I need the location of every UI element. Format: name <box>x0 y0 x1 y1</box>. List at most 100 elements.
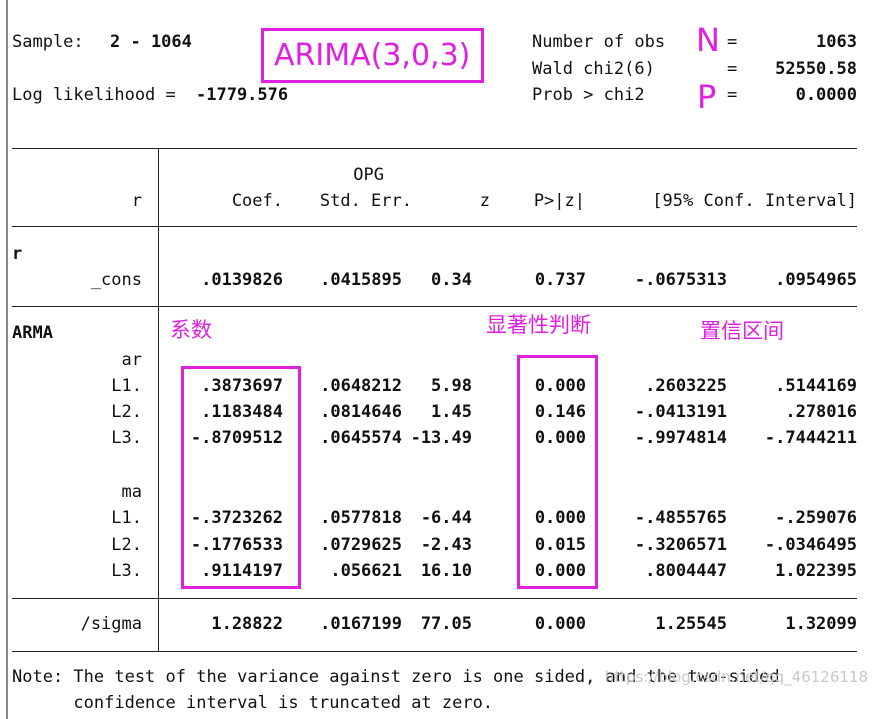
stat-value: 1063 <box>816 32 857 52</box>
cell: 0.000 <box>534 614 586 634</box>
section-title: r <box>12 244 23 264</box>
p-annotation: P <box>697 78 717 116</box>
cell: .0577818 <box>320 508 402 528</box>
stat-value: 0.0000 <box>795 85 857 105</box>
group-title: ar <box>121 350 142 370</box>
cell: .056621 <box>330 561 402 581</box>
watermark: https://blog.csdn.net/qq_46126118 <box>604 668 868 686</box>
coef-annotation: 系数 <box>170 317 212 342</box>
cell: -6.44 <box>420 508 472 528</box>
cell: 0.000 <box>534 376 586 396</box>
stat-eq: = <box>727 59 738 79</box>
cell: 1.28822 <box>211 614 283 634</box>
cell: .8004447 <box>645 561 727 581</box>
cell: 5.98 <box>431 376 472 396</box>
cell: 0.34 <box>431 270 472 290</box>
stat-value: 52550.58 <box>775 59 857 79</box>
row-label: _cons <box>90 270 142 290</box>
cell: 1.45 <box>431 402 472 422</box>
cell: .0814646 <box>320 402 402 422</box>
sample-label: Sample: <box>12 32 84 52</box>
row-label: /sigma <box>80 614 142 634</box>
row-label: L3. <box>111 428 142 448</box>
column-header: Coef. <box>231 191 283 211</box>
column-header: P>|z| <box>533 191 585 211</box>
cell: 1.32099 <box>785 614 857 634</box>
cell: 0.146 <box>534 402 586 422</box>
cell: -.8709512 <box>190 428 283 448</box>
model-box <box>261 28 484 83</box>
cell: -.0413191 <box>634 402 727 422</box>
column-header: Std. Err. <box>319 191 412 211</box>
cell: -.259076 <box>775 508 857 528</box>
cell: .0645574 <box>320 428 402 448</box>
rule <box>12 226 857 227</box>
cell: 16.10 <box>420 561 472 581</box>
cell: 1.25545 <box>655 614 727 634</box>
window-edge <box>6 0 8 719</box>
stat-label: Wald chi2(6) <box>532 59 655 79</box>
column-header: [95% Conf. Interval] <box>652 191 857 211</box>
cell: .0415895 <box>320 270 402 290</box>
column-header: r <box>131 191 142 211</box>
row-label: L2. <box>111 535 142 555</box>
column-rule <box>158 148 159 651</box>
coef-box <box>181 366 301 589</box>
cell: 0.015 <box>534 535 586 555</box>
rule <box>12 651 857 652</box>
group-title: ma <box>121 482 142 502</box>
cell: .0648212 <box>320 376 402 396</box>
cell: -.7444211 <box>764 428 857 448</box>
significance-annotation: 显著性判断 <box>486 312 591 337</box>
cell: .1183484 <box>201 402 283 422</box>
stat-eq: = <box>727 85 738 105</box>
cell: 0.737 <box>534 270 586 290</box>
cell: .2603225 <box>645 376 727 396</box>
cell: .5144169 <box>775 376 857 396</box>
row-label: L1. <box>111 508 142 528</box>
row-label: L1. <box>111 376 142 396</box>
cell: -.1776533 <box>190 535 283 555</box>
note-line: confidence interval is truncated at zero… <box>12 693 494 713</box>
note-line: Note: The test of the variance against z… <box>12 667 780 687</box>
sample-value: 2 - 1064 <box>110 32 192 52</box>
stat-label: Number of obs <box>532 32 666 52</box>
rule <box>12 598 857 599</box>
cell: .0139826 <box>201 270 283 290</box>
cell: .0167199 <box>320 614 402 634</box>
cell: .0954965 <box>775 270 857 290</box>
cell: 0.000 <box>534 561 586 581</box>
stat-eq: = <box>727 32 738 52</box>
section-title: ARMA <box>12 323 53 343</box>
rule <box>12 148 857 149</box>
cell: .0729625 <box>320 535 402 555</box>
cell: .3873697 <box>201 376 283 396</box>
cell: -.0675313 <box>634 270 727 290</box>
cell: 0.000 <box>534 508 586 528</box>
cell: .9114197 <box>201 561 283 581</box>
loglik-value: -1779.576 <box>196 85 289 105</box>
row-label: L3. <box>111 561 142 581</box>
cell: -13.49 <box>410 428 472 448</box>
cell: -.0346495 <box>764 535 857 555</box>
column-header: z <box>479 191 490 211</box>
n-annotation: N <box>696 21 720 59</box>
loglik-label: Log likelihood = <box>12 85 176 105</box>
row-label: L2. <box>111 402 142 422</box>
interval-annotation: 置信区间 <box>700 318 784 343</box>
cell: -.4855765 <box>634 508 727 528</box>
p-box <box>517 355 598 589</box>
column-header: OPG <box>353 165 384 185</box>
rule <box>12 306 857 307</box>
cell: -.9974814 <box>634 428 727 448</box>
cell: -.3723262 <box>190 508 283 528</box>
cell: -2.43 <box>420 535 472 555</box>
stat-label: Prob > chi2 <box>532 85 645 105</box>
cell: 1.022395 <box>775 561 857 581</box>
model-annotation: ARIMA(3,0,3) <box>274 38 471 73</box>
cell: -.3206571 <box>634 535 727 555</box>
cell: 77.05 <box>420 614 472 634</box>
cell: 0.000 <box>534 428 586 448</box>
cell: .278016 <box>785 402 857 422</box>
